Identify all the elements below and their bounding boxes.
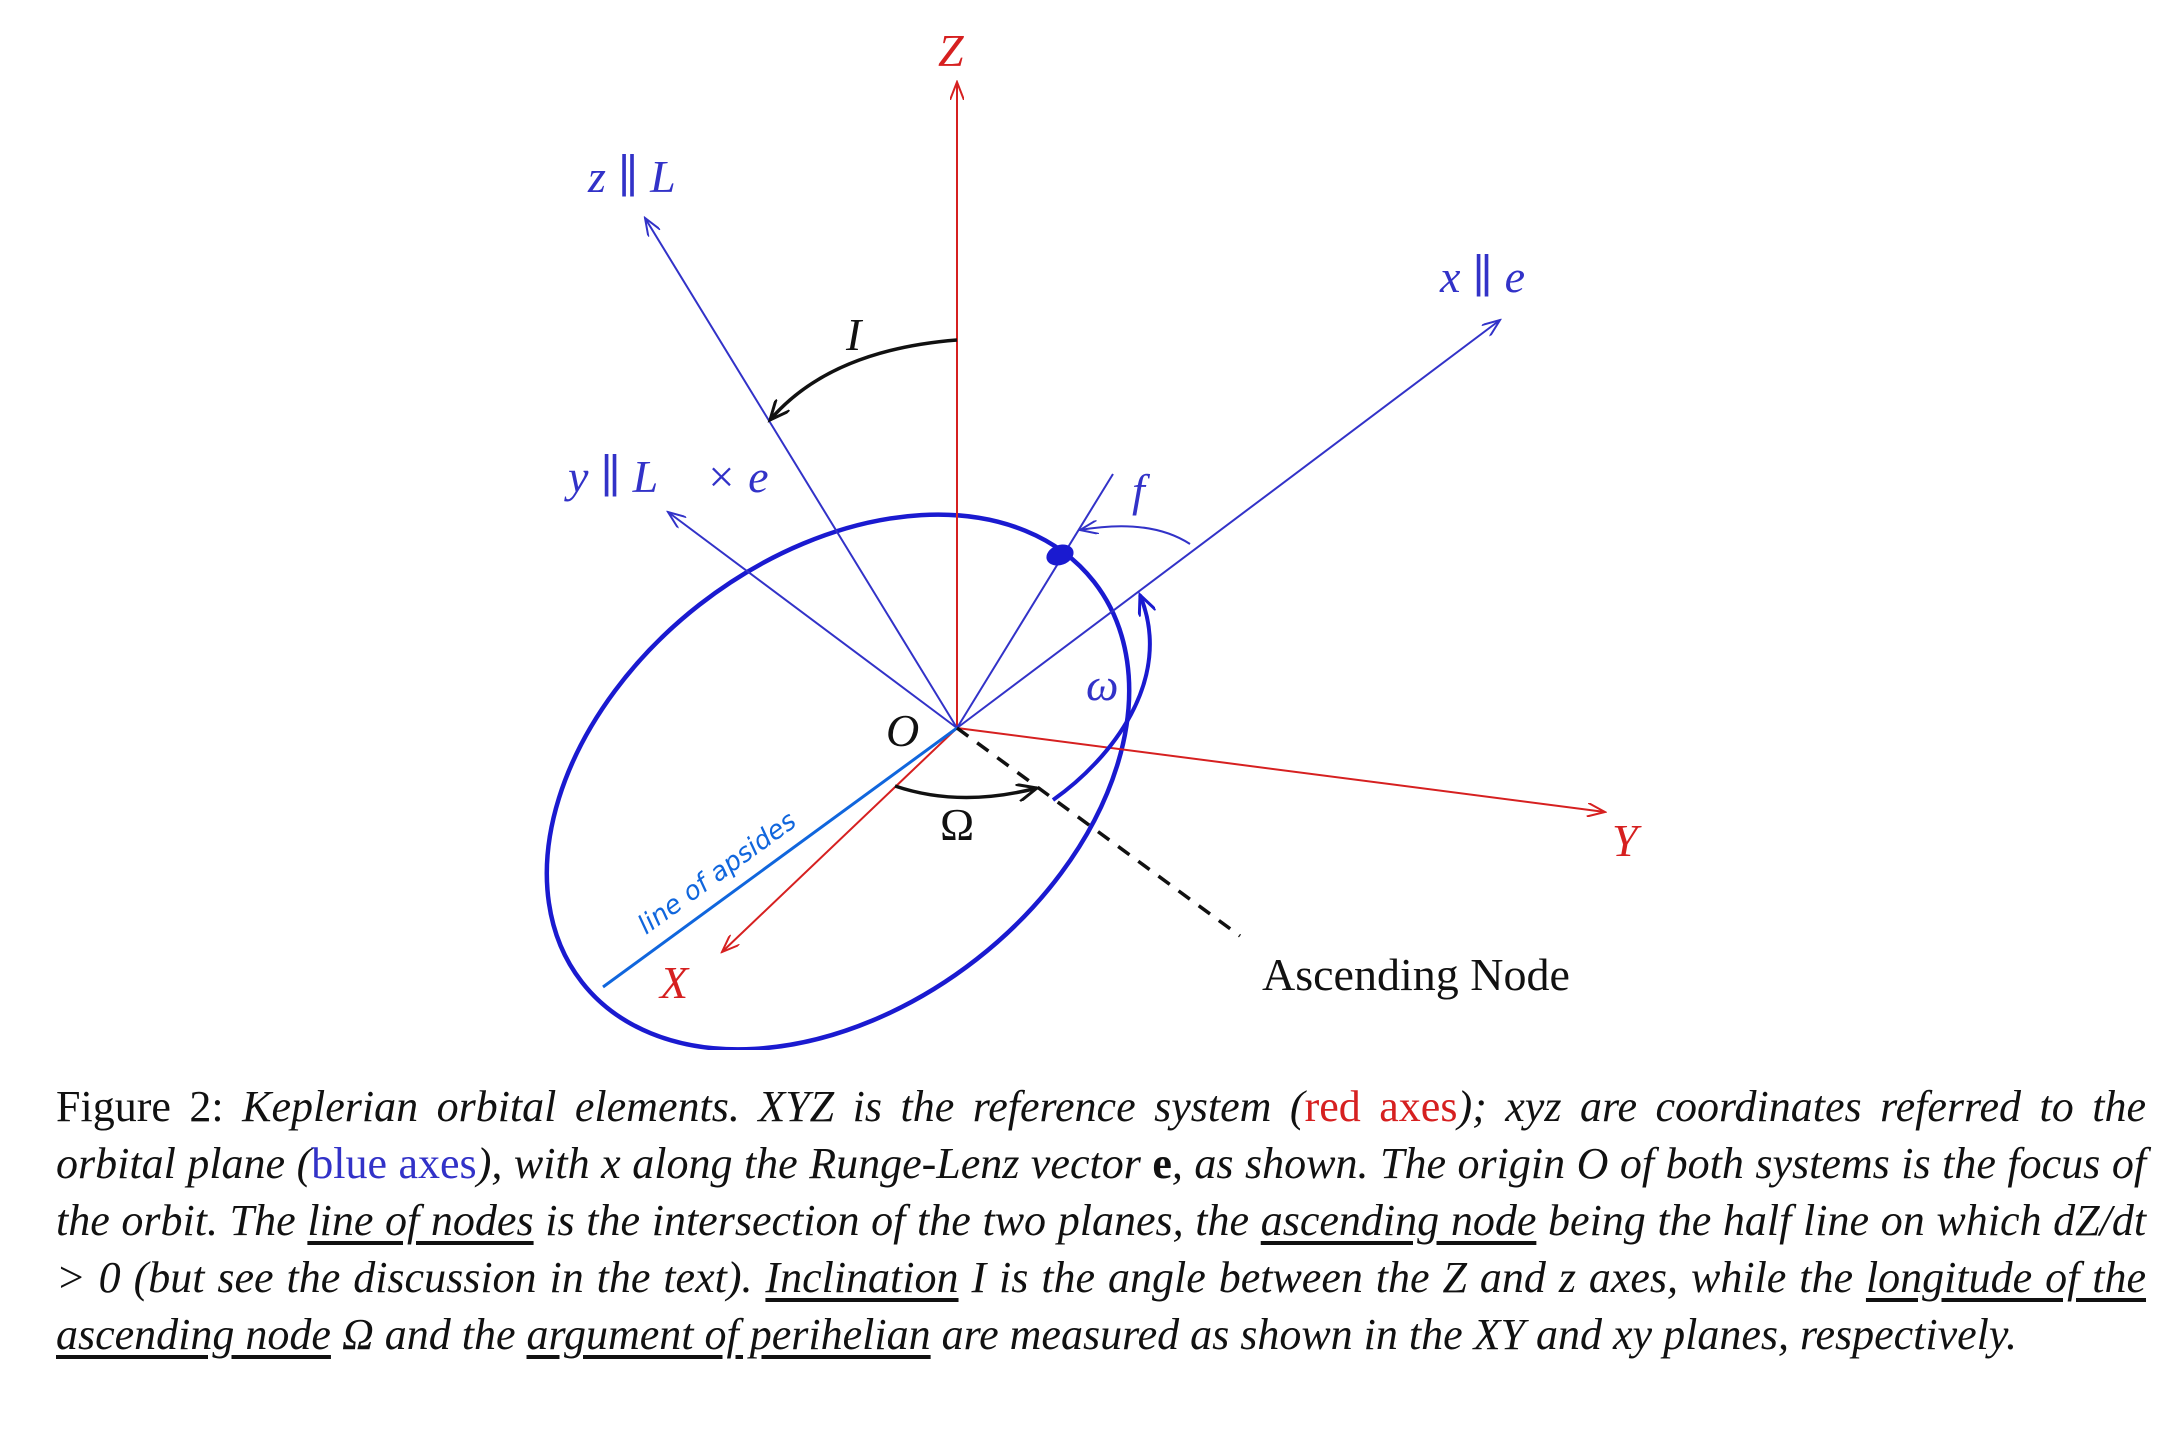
x-orbital-label: x ∥ e⃗ [1439, 251, 1561, 302]
x-axis-orbital [956, 320, 1500, 729]
dzdt-expression: dZ/dt > 0 [56, 1196, 2147, 1302]
caption-s14: are measured as shown in the [941, 1310, 1463, 1359]
longitude-label: Ω [940, 799, 974, 850]
inclination-term: Inclination [765, 1253, 959, 1302]
caption-s2: is the reference system ( [852, 1082, 1305, 1131]
perihelion-arc [1051, 595, 1150, 802]
caption-s7: , as shown. The origin [1171, 1139, 1566, 1188]
ascending-node-line [955, 726, 1242, 938]
caption-xy-ref: XY [1473, 1310, 1526, 1359]
y-orbital-label: y ∥ L⃗ × e⃗ [564, 451, 804, 502]
caption-s5: ), with [476, 1139, 590, 1188]
origin-label: O [886, 705, 919, 756]
caption-s11: (but see the discussion in the text). [133, 1253, 753, 1302]
y-axis-orbital [668, 512, 958, 729]
caption-s3: ); [1457, 1082, 1506, 1131]
ascending-node-term: ascending node [1260, 1196, 1537, 1245]
figure-caption: Figure 2: Keplerian orbital elements. XY… [56, 1078, 2146, 1363]
caption-s12: I is the angle between the Z and z axes,… [971, 1253, 1854, 1302]
inclination-label: I [845, 309, 864, 360]
figure-label: Figure 2: [56, 1082, 224, 1131]
orbiting-body [1046, 544, 1074, 566]
true-anomaly-label: f [1132, 465, 1151, 516]
caption-s16: planes, respectively. [1663, 1310, 2018, 1359]
inclination-arc [770, 338, 958, 420]
orbit-ellipse [544, 512, 1132, 1050]
line-of-apsides [602, 726, 958, 989]
line-of-nodes-term: line of nodes [307, 1196, 534, 1245]
caption-o-sym: O [1576, 1139, 1609, 1188]
runge-lenz-vector: e [1152, 1139, 1172, 1188]
caption-s15: and [1536, 1310, 1603, 1359]
caption-s1: Keplerian orbital elements. [242, 1082, 740, 1131]
true-anomaly-arc [1080, 526, 1191, 545]
caption-s8: of both systems is the focus of the orbi… [56, 1139, 2147, 1245]
z-ref-label: Z [938, 25, 964, 76]
line-of-apsides-note: line of apsides [632, 806, 802, 941]
caption-xyz: xyz [1505, 1082, 1562, 1131]
perihelion-label: ω [1086, 659, 1118, 710]
caption-xyz-ref: XYZ [758, 1082, 835, 1131]
body-radius-line [956, 473, 1114, 729]
x-axis-reference [722, 727, 958, 952]
orbital-elements-diagram: line of apsides Z Y X z ∥ L⃗ y ∥ L⃗ × e⃗… [544, 25, 1642, 1050]
caption-xy: xy [1613, 1310, 1653, 1359]
x-ref-label: X [658, 957, 690, 1008]
y-ref-label: Y [1612, 815, 1642, 866]
caption-s6: along the Runge-Lenz vector [632, 1139, 1141, 1188]
longitude-arc [894, 786, 1037, 798]
argument-term: argument of perihelian [526, 1310, 931, 1359]
caption-s4: are coordinates referred to the orbital … [56, 1082, 2146, 1188]
caption-x-sym: x [601, 1139, 621, 1188]
red-axes-label: red axes [1304, 1082, 1458, 1131]
longitude-term: longitude of the ascending node [56, 1253, 2147, 1359]
caption-s13: Ω and the [341, 1310, 516, 1359]
blue-axes-label: blue axes [311, 1139, 477, 1188]
ascending-node-label: Ascending Node [1262, 949, 1570, 1000]
caption-s9: is the intersection of the two planes, t… [545, 1196, 1250, 1245]
z-orbital-label: z ∥ L⃗ [587, 151, 712, 202]
y-axis-reference [956, 727, 1605, 812]
caption-s10: being the half line on which [1548, 1196, 2042, 1245]
z-axis-orbital [645, 218, 958, 729]
